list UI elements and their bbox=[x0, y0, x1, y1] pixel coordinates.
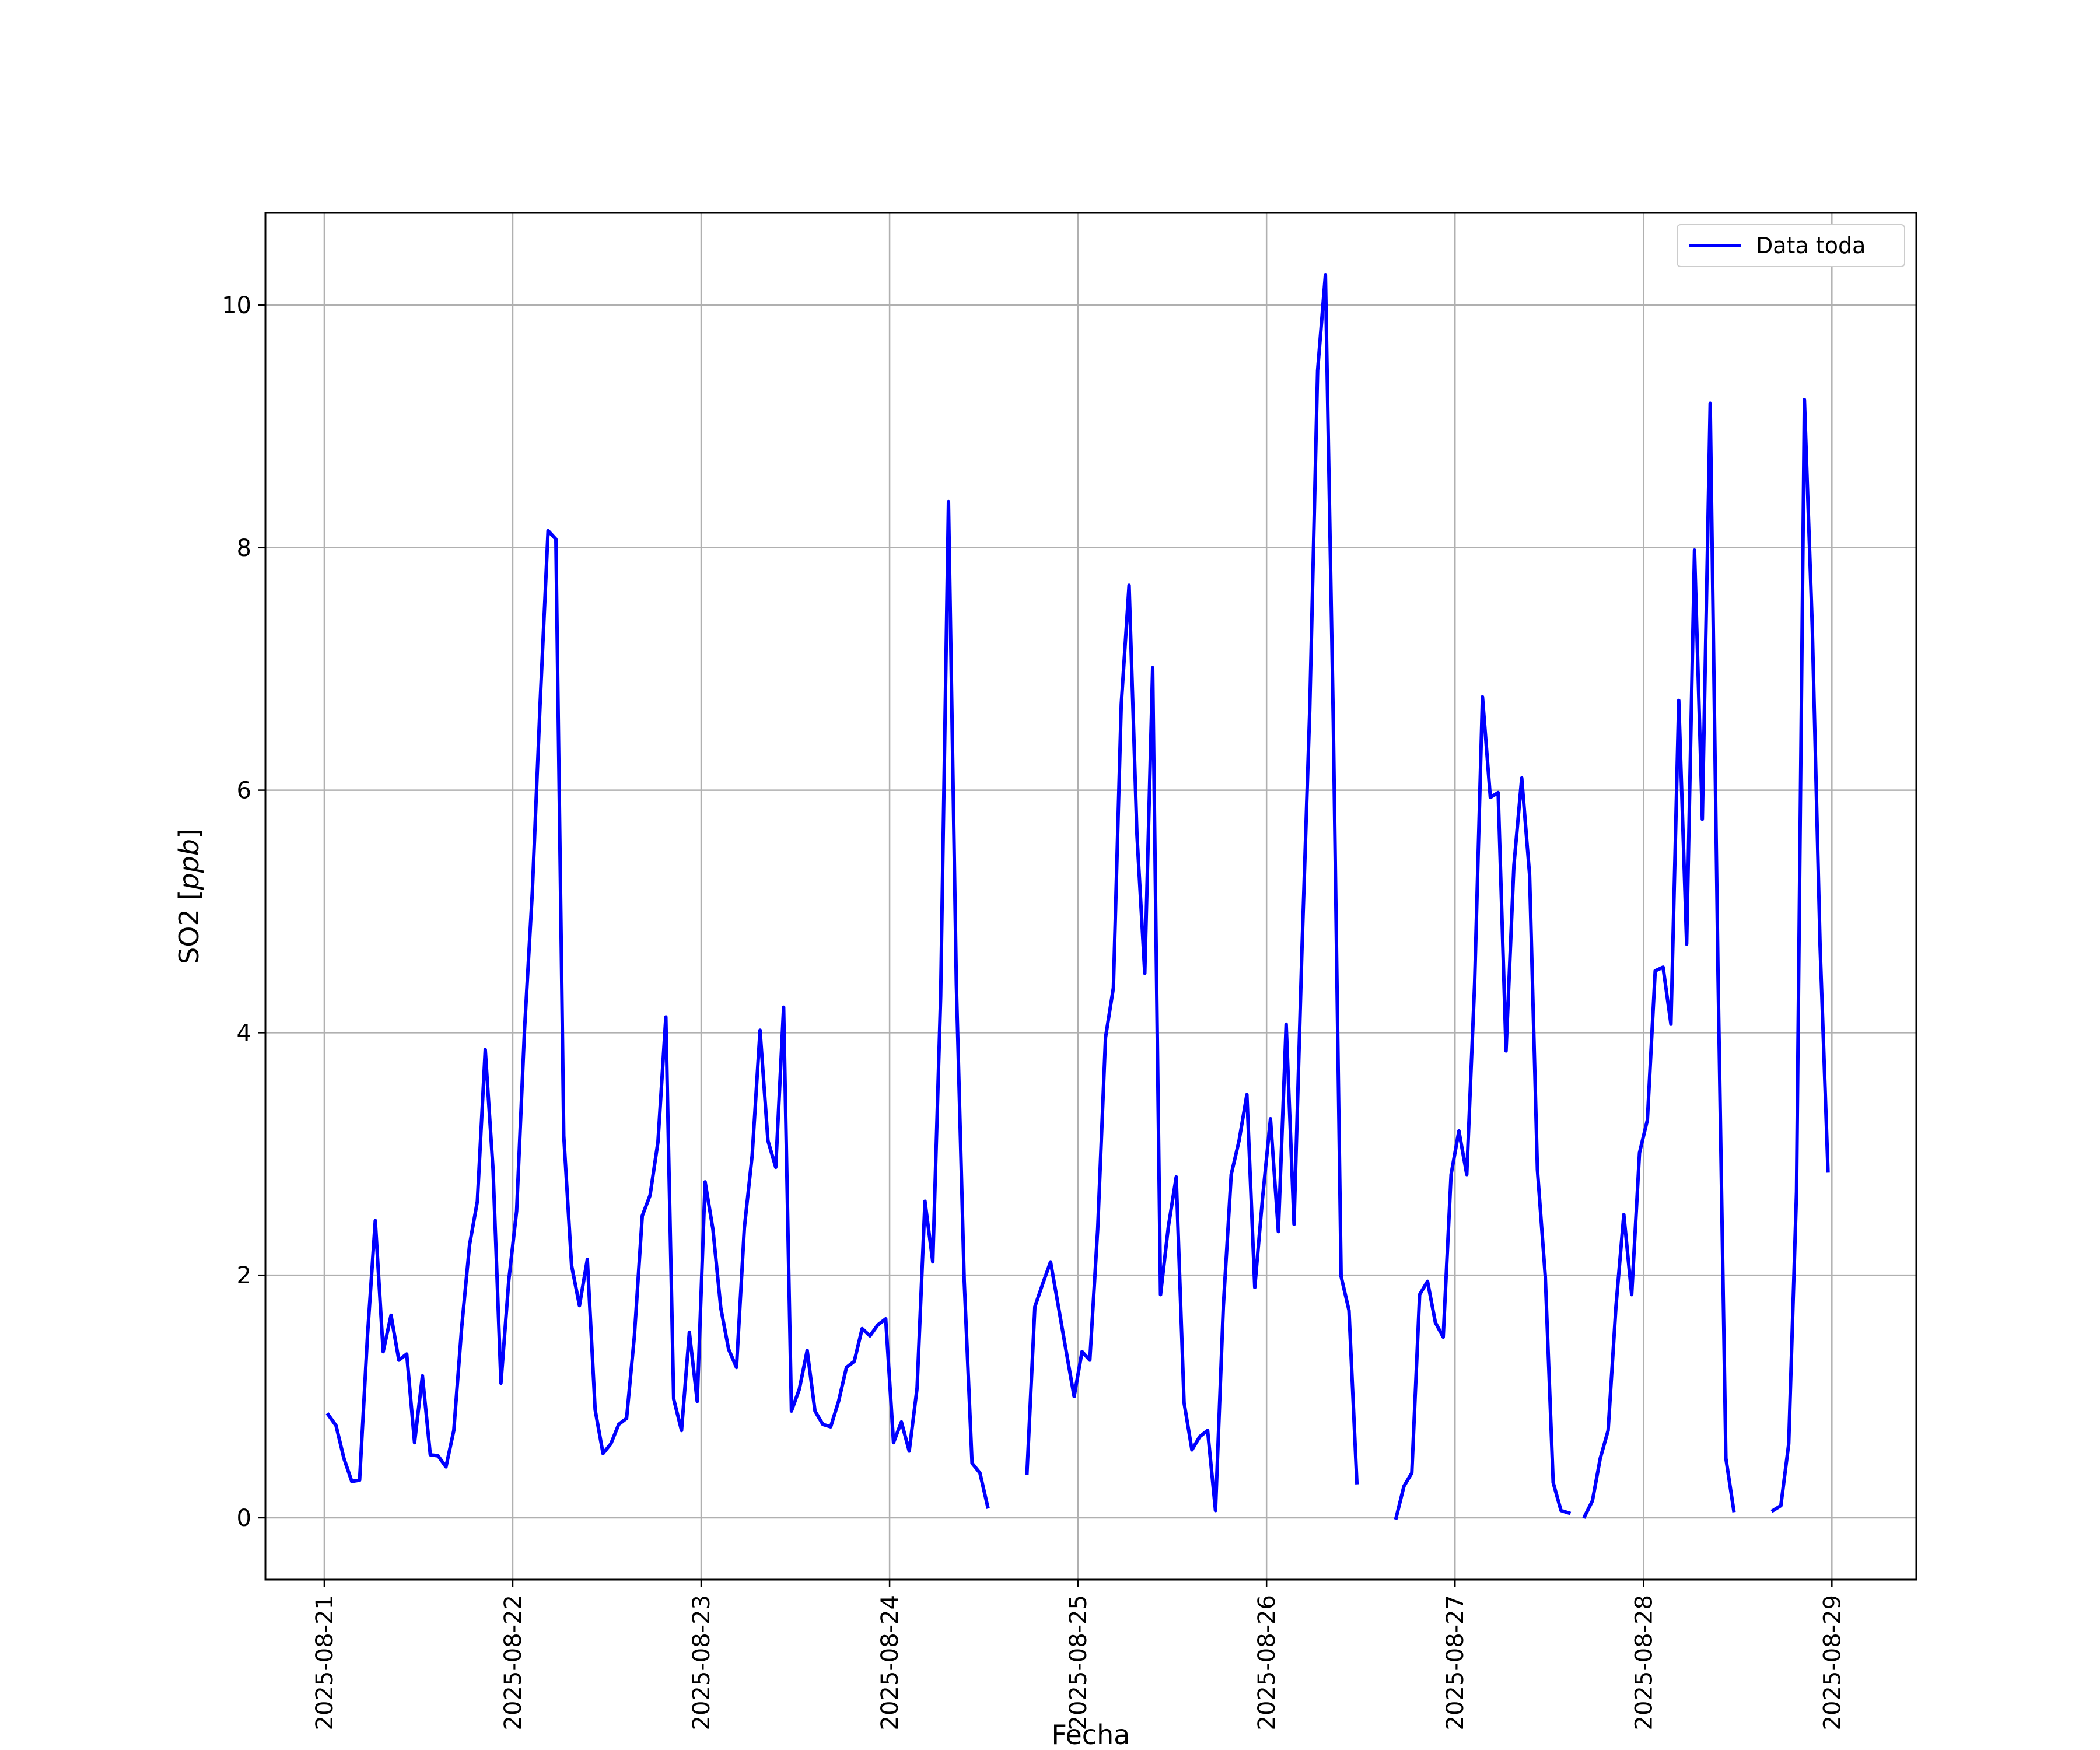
plot-data bbox=[326, 273, 1830, 1520]
x-tick-label: 2025-08-27 bbox=[1442, 1595, 1469, 1730]
x-tick-label: 2025-08-22 bbox=[500, 1595, 527, 1730]
series-line bbox=[326, 273, 1830, 1520]
grid bbox=[265, 213, 1916, 1580]
ticks: 0 2 4 6 8 10 2025-08-21 2025-08-22 2025-08-23 202… bbox=[222, 292, 1846, 1730]
x-tick-label: 2025-08-23 bbox=[688, 1595, 715, 1730]
y-axis-label: SO2 [ppb] bbox=[173, 828, 205, 964]
y-tick-label: 4 bbox=[237, 1020, 251, 1046]
x-tick-label: 2025-08-25 bbox=[1065, 1595, 1092, 1730]
y-tick-label: 2 bbox=[237, 1262, 251, 1289]
y-tick-label: 6 bbox=[237, 778, 251, 804]
y-tick-label: 0 bbox=[237, 1505, 251, 1532]
y-tick-label: 8 bbox=[237, 535, 251, 562]
x-tick-label: 2025-08-21 bbox=[312, 1595, 338, 1730]
legend: Data toda bbox=[1676, 224, 1905, 267]
x-tick-label: 2025-08-29 bbox=[1819, 1595, 1846, 1730]
x-tick-label: 2025-08-28 bbox=[1630, 1595, 1657, 1730]
x-tick-label: 2025-08-26 bbox=[1254, 1595, 1280, 1730]
x-tick-label: 2025-08-24 bbox=[877, 1595, 904, 1730]
legend-entry-label: Data toda bbox=[1756, 233, 1866, 258]
plot-frame bbox=[264, 212, 1917, 1581]
y-tick-label: 10 bbox=[222, 292, 251, 319]
y-axis-label-main: SO2 bbox=[173, 909, 205, 964]
legend-box bbox=[1676, 224, 1905, 267]
x-axis-label: Fecha bbox=[1052, 1719, 1130, 1750]
y-axis-label-unit: ppb bbox=[173, 839, 205, 891]
